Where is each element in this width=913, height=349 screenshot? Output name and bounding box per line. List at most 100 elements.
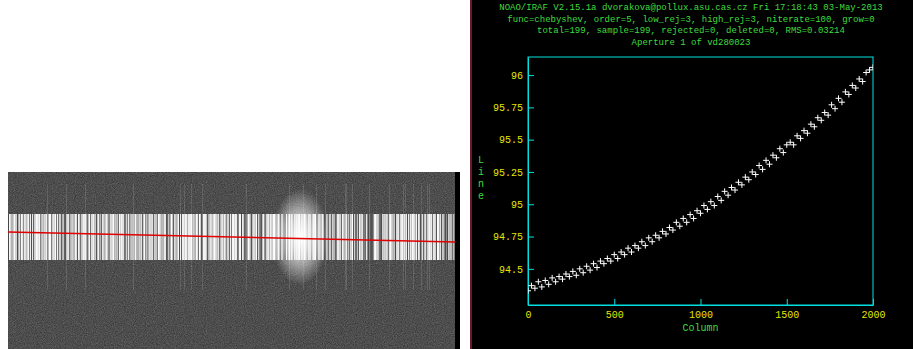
spectrum-column: [51, 214, 52, 260]
spectrum-column: [428, 214, 429, 260]
spectrum-column: [371, 214, 372, 260]
spectrum-column: [336, 214, 337, 260]
spectrum-column: [442, 214, 443, 260]
spectrum-column: [82, 214, 83, 260]
data-point: [698, 210, 704, 216]
spectrum-column: [394, 214, 395, 260]
spectrum-column: [452, 214, 453, 260]
data-point: [704, 206, 710, 212]
data-point: [708, 199, 714, 205]
spectrum-column: [376, 214, 377, 260]
data-point: [777, 146, 783, 152]
spectrum-column: [450, 214, 451, 260]
data-point: [549, 275, 555, 281]
figure: NOAO/IRAF V2.15.1a dvorakova@pollux.asu.…: [0, 0, 913, 349]
spectrum-column: [353, 214, 354, 260]
data-point: [746, 177, 752, 183]
spectrum-column: [374, 214, 375, 260]
data-point: [535, 279, 541, 285]
spectrum-column: [328, 214, 329, 260]
tick-mark: [701, 299, 702, 305]
spectrum-column: [138, 214, 139, 260]
tick-label: 94.75: [493, 232, 523, 243]
spectrum-column: [417, 214, 418, 260]
tick-mark: [528, 107, 534, 108]
spectrum-column: [155, 214, 156, 260]
spectrum-column: [154, 214, 155, 260]
spectrum-column: [196, 214, 197, 260]
spectrum-column: [367, 214, 368, 260]
spectrum-column: [164, 214, 165, 260]
spectrum-column: [397, 214, 398, 260]
spectrum-column: [55, 214, 56, 260]
data-point: [670, 227, 676, 233]
spectrum-faint-line: [184, 184, 185, 290]
spectrum-column: [350, 214, 351, 260]
data-point: [722, 188, 728, 194]
spectrum-column: [42, 214, 43, 260]
spectrum-column: [356, 214, 357, 260]
spectrum-column: [77, 214, 78, 260]
data-point: [546, 281, 552, 287]
spectrum-column: [186, 214, 187, 260]
spectrum-column: [431, 214, 432, 260]
spectrum-column: [71, 214, 72, 260]
spectrum-column: [151, 214, 152, 260]
spectrum-column: [343, 214, 344, 260]
data-point: [587, 267, 593, 273]
spectrum-column: [110, 214, 111, 260]
spectrum-column: [197, 214, 198, 260]
spectrum-column: [89, 214, 90, 260]
spectrum-column: [146, 214, 147, 260]
spectrum-column: [430, 214, 431, 260]
tick: 95.5: [499, 135, 534, 146]
spectrum-column: [173, 214, 174, 260]
spectrum-column: [368, 214, 369, 260]
spectrum-column: [166, 214, 167, 260]
chart-title: Aperture 1 of vd280023: [632, 38, 751, 48]
spectrum-column: [383, 214, 384, 260]
data-point: [725, 192, 731, 198]
spectrum-column: [49, 214, 50, 260]
spectrum-column: [384, 214, 385, 260]
spectrum-column: [11, 214, 12, 260]
x-axis-title: Column: [682, 323, 718, 334]
spectrum-column: [13, 214, 14, 260]
spectrum-column: [423, 214, 424, 260]
image-noise: [8, 172, 460, 349]
spectrum-column: [10, 214, 11, 260]
data-point: [646, 235, 652, 241]
spectrum-column: [43, 214, 44, 260]
data-point: [656, 235, 662, 241]
spectrum-column: [446, 214, 447, 260]
bright-blob: [272, 189, 328, 285]
data-point: [691, 215, 697, 221]
data-point: [732, 187, 738, 193]
spectrum-column: [141, 214, 142, 260]
spectrum-column: [99, 214, 100, 260]
spectrum-column: [162, 214, 163, 260]
header-line: total=199, sample=199, rejected=0, delet…: [537, 26, 845, 36]
data-point: [791, 142, 797, 148]
spectrum-column: [410, 214, 411, 260]
spectrum-column: [69, 214, 70, 260]
spectrum-column: [426, 214, 427, 260]
spectrum-faint-line: [191, 184, 192, 290]
spectrum-column: [145, 214, 146, 260]
data-point: [832, 106, 838, 112]
data-point: [804, 130, 810, 136]
spectrum-column: [335, 214, 336, 260]
spectrum-column: [415, 214, 416, 260]
data-point: [870, 64, 873, 70]
data-point: [701, 203, 707, 209]
data-point: [528, 288, 531, 294]
spectrum-column: [453, 214, 454, 260]
spectrum-column: [363, 214, 364, 260]
spectrum-column: [365, 214, 366, 260]
plot-background: [470, 0, 913, 349]
spectrum-column: [57, 214, 58, 260]
spectrum-column: [97, 214, 98, 260]
data-point: [773, 155, 779, 161]
x-axis: 0500100015002000: [525, 299, 885, 321]
spectrum-column: [27, 214, 28, 260]
